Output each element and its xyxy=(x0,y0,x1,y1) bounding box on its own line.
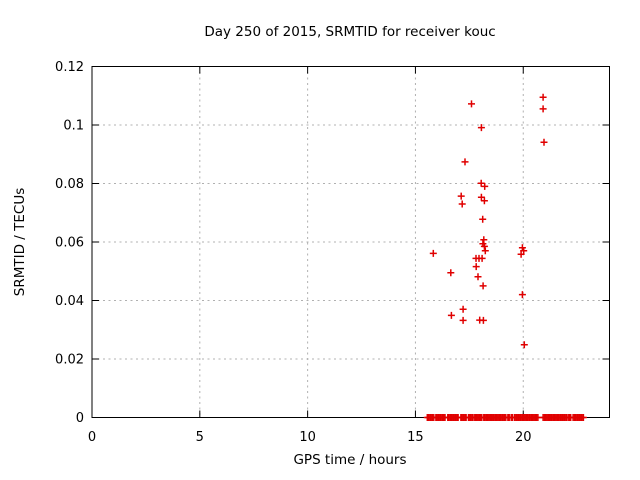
data-point-marker xyxy=(480,197,488,205)
y-tick-label: 0.02 xyxy=(55,353,84,368)
data-point-marker xyxy=(480,242,488,250)
data-point-marker xyxy=(479,215,487,223)
x-axis-label: GPS time / hours xyxy=(293,452,406,468)
plot-border xyxy=(91,66,610,418)
y-tick-labels: 0 0.02 0.04 0.06 0.08 0.1 0.12 xyxy=(55,60,84,426)
x-tick-labels: 0 5 10 15 20 xyxy=(88,430,532,445)
data-point-marker xyxy=(474,273,482,281)
data-point-marker xyxy=(458,200,466,208)
data-point-marker xyxy=(457,192,465,200)
data-point-marker xyxy=(477,193,485,201)
data-point-marker xyxy=(459,316,467,324)
y-tick-label: 0.12 xyxy=(55,60,84,75)
data-point-marker xyxy=(539,105,547,113)
x-tick-label: 10 xyxy=(299,430,316,445)
y-tick-label: 0.04 xyxy=(55,294,84,309)
data-point-marker xyxy=(468,100,475,108)
x-tick-label: 20 xyxy=(515,430,532,445)
data-point-marker xyxy=(479,282,487,290)
data-point-marker xyxy=(479,316,487,324)
data-point-marker xyxy=(461,158,469,166)
zero-band-marker xyxy=(579,414,587,421)
data-point-marker xyxy=(472,263,480,271)
data-point-marker xyxy=(480,236,488,244)
y-tick-label: 0 xyxy=(76,411,84,426)
data-point-marker xyxy=(518,291,526,299)
data-point-marker xyxy=(447,269,455,277)
data-point-marker xyxy=(517,250,525,258)
data-point-marker xyxy=(459,305,467,313)
x-tick-label: 15 xyxy=(407,430,424,445)
data-point-marker xyxy=(429,249,437,257)
data-point-marker xyxy=(539,93,547,101)
chart-title: Day 250 of 2015, SRMTID for receiver kou… xyxy=(204,24,495,40)
zero-band-points xyxy=(423,414,587,421)
data-point-marker xyxy=(478,254,486,262)
data-point-marker xyxy=(481,247,489,255)
y-axis-label: SRMTID / TECUs xyxy=(12,188,28,296)
x-tick-label: 0 xyxy=(88,430,96,445)
y-tick-label: 0.06 xyxy=(55,236,84,251)
x-tick-label: 5 xyxy=(196,430,204,445)
y-tick-label: 0.08 xyxy=(55,177,84,192)
data-point-marker xyxy=(447,311,455,319)
gridlines xyxy=(91,66,610,418)
data-point-marker xyxy=(540,138,548,146)
data-points xyxy=(429,93,548,349)
data-point-marker xyxy=(520,341,528,349)
data-point-marker xyxy=(477,124,485,132)
data-point-marker xyxy=(477,179,485,187)
data-point-marker xyxy=(481,182,489,190)
y-tick-label: 0.1 xyxy=(63,119,84,134)
